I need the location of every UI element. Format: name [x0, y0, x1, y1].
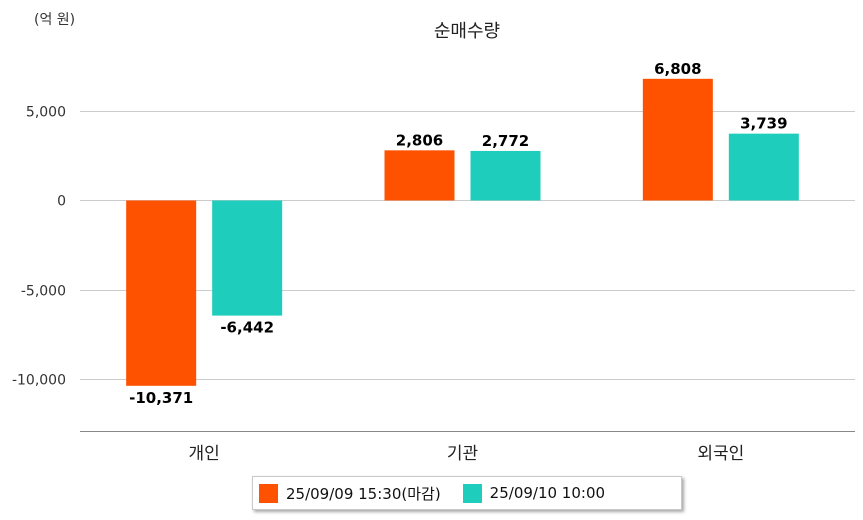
bar-series-2[interactable] — [470, 150, 541, 201]
bar-series-1[interactable] — [384, 150, 455, 201]
legend-swatch-series-2 — [462, 483, 482, 503]
x-category-label: 기관 — [447, 444, 478, 464]
chart-title: 순매수량 — [434, 21, 500, 42]
data-label: 6,808 — [654, 60, 701, 78]
x-category-label: 외국인 — [697, 444, 744, 464]
data-label: -6,442 — [220, 319, 274, 337]
bars — [126, 78, 799, 386]
grid-lines — [80, 111, 855, 380]
y-tick-label: -10,000 — [12, 373, 66, 389]
data-label: 3,739 — [740, 115, 787, 133]
legend-item-series-1[interactable]: 25/09/09 15:30(마감) — [259, 483, 441, 504]
legend-label-series-2: 25/09/10 10:00 — [489, 484, 606, 502]
legend: 25/09/09 15:30(마감) 25/09/10 10:00 — [252, 476, 682, 510]
legend-swatch-series-1 — [259, 483, 278, 503]
legend-label-series-1: 25/09/09 15:30(마감) — [286, 484, 441, 503]
bar-series-1[interactable] — [126, 200, 197, 386]
data-label: 2,806 — [396, 131, 443, 149]
x-axis-categories: 개인 기관 외국인 — [189, 444, 745, 464]
x-category-label: 개인 — [189, 444, 220, 464]
y-axis-ticks: 5,000 0 -5,000 -10,000 — [12, 105, 66, 389]
y-tick-label: 5,000 — [26, 105, 66, 121]
legend-item-series-2[interactable]: 25/09/10 10:00 — [462, 483, 606, 503]
data-labels: -10,371 -6,442 2,806 2,772 6,808 3,739 — [129, 60, 787, 407]
data-label: 2,772 — [482, 132, 529, 150]
data-label: -10,371 — [129, 389, 193, 407]
unit-label: (억 원) — [34, 12, 75, 28]
bar-series-1[interactable] — [642, 78, 713, 201]
bar-series-2[interactable] — [212, 200, 283, 316]
y-tick-label: 0 — [57, 194, 66, 210]
y-tick-label: -5,000 — [21, 284, 66, 300]
bar-series-2[interactable] — [728, 133, 799, 201]
